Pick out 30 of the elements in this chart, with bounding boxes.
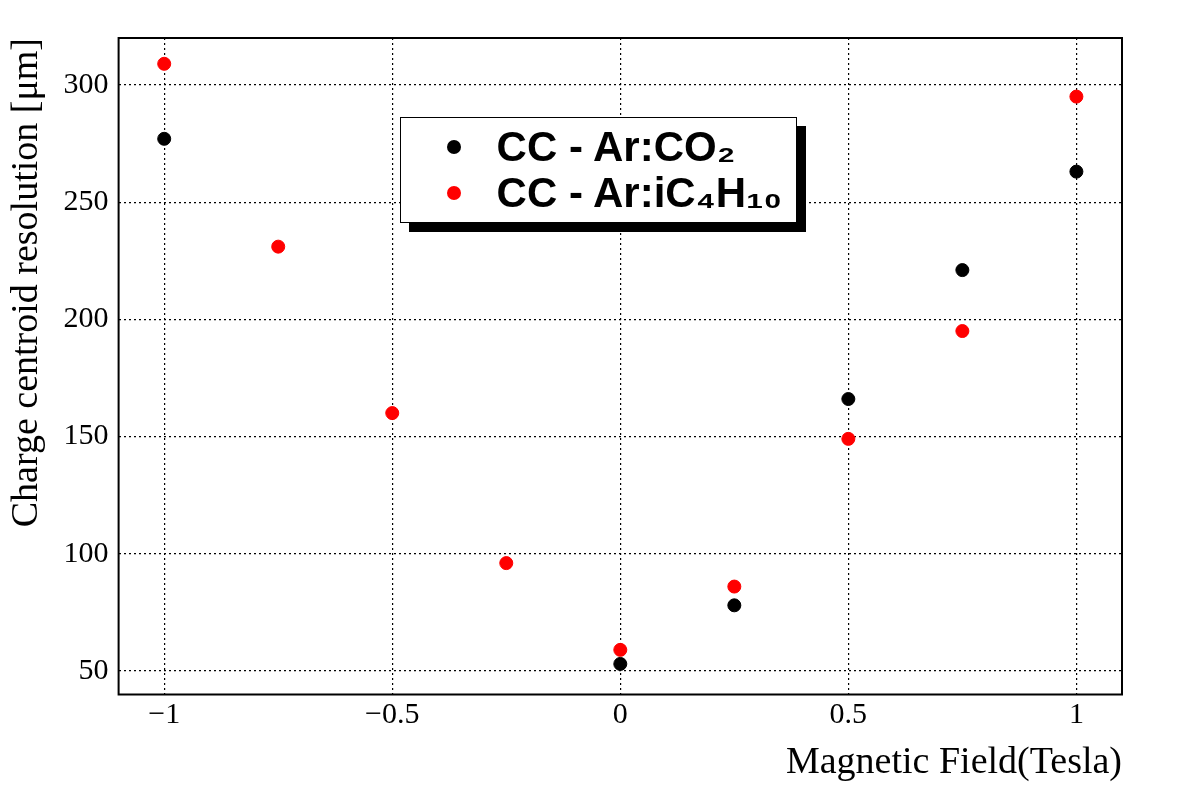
point xyxy=(955,263,970,278)
point xyxy=(271,239,286,254)
x-axis-title: Magnetic Field(Tesla) xyxy=(785,739,1122,783)
point xyxy=(841,431,856,446)
y-tick-label: 50 xyxy=(78,651,109,685)
point xyxy=(157,56,172,71)
y-tick-label: 200 xyxy=(63,300,109,334)
point xyxy=(499,556,514,571)
point xyxy=(157,131,172,146)
x-tick-label: 0.5 xyxy=(829,696,868,730)
y-tick-label: 100 xyxy=(63,534,109,568)
legend-label: CC - Ar:CO₂ xyxy=(496,122,736,171)
point xyxy=(385,406,400,421)
point xyxy=(727,579,742,594)
legend-label: CC - Ar:iC₄H₁₀ xyxy=(496,168,783,217)
point xyxy=(613,642,628,657)
y-tick-label: 300 xyxy=(63,65,109,99)
x-tick-label: 0 xyxy=(612,696,628,730)
point xyxy=(613,656,628,671)
x-tick-label: −1 xyxy=(148,696,181,730)
point xyxy=(1069,164,1084,179)
point xyxy=(841,392,856,407)
point xyxy=(955,324,970,339)
y-tick-label: 150 xyxy=(63,417,109,451)
point xyxy=(727,598,742,613)
x-tick-label: −0.5 xyxy=(365,696,420,730)
x-tick-label: 1 xyxy=(1068,696,1084,730)
y-tick-label: 250 xyxy=(63,182,109,216)
point xyxy=(1069,89,1084,104)
y-axis-title: Charge centroid resolution [μm] xyxy=(2,38,45,528)
